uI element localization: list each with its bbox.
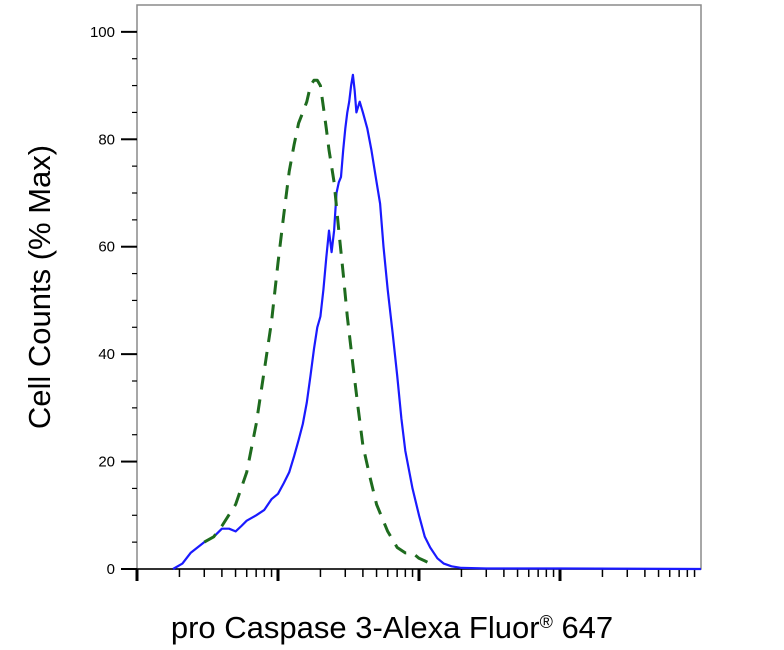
solid-series-line [172,73,702,571]
x-axis-title-main: pro Caspase 3-Alexa Fluor [171,610,540,645]
y-tick-label: 60 [98,239,115,256]
y-tick-label: 20 [98,454,115,471]
y-tick-label: 100 [90,24,115,41]
y-tick-label: 40 [98,346,115,363]
x-axis-title: pro Caspase 3-Alexa Fluor® 647 [171,610,613,645]
x-axis [135,568,701,581]
dashed-series-line [203,78,436,568]
y-tick-label: 0 [107,561,115,578]
x-axis-title-tail: 647 [553,610,613,645]
plot-frame [136,4,702,570]
y-axis-title: Cell Counts (% Max) [22,145,57,429]
y-axis: 0 20 40 60 80 100 [90,24,137,578]
y-tick-label: 80 [98,131,115,148]
series-layer [172,73,702,571]
x-axis-title-sup: ® [540,612,553,632]
